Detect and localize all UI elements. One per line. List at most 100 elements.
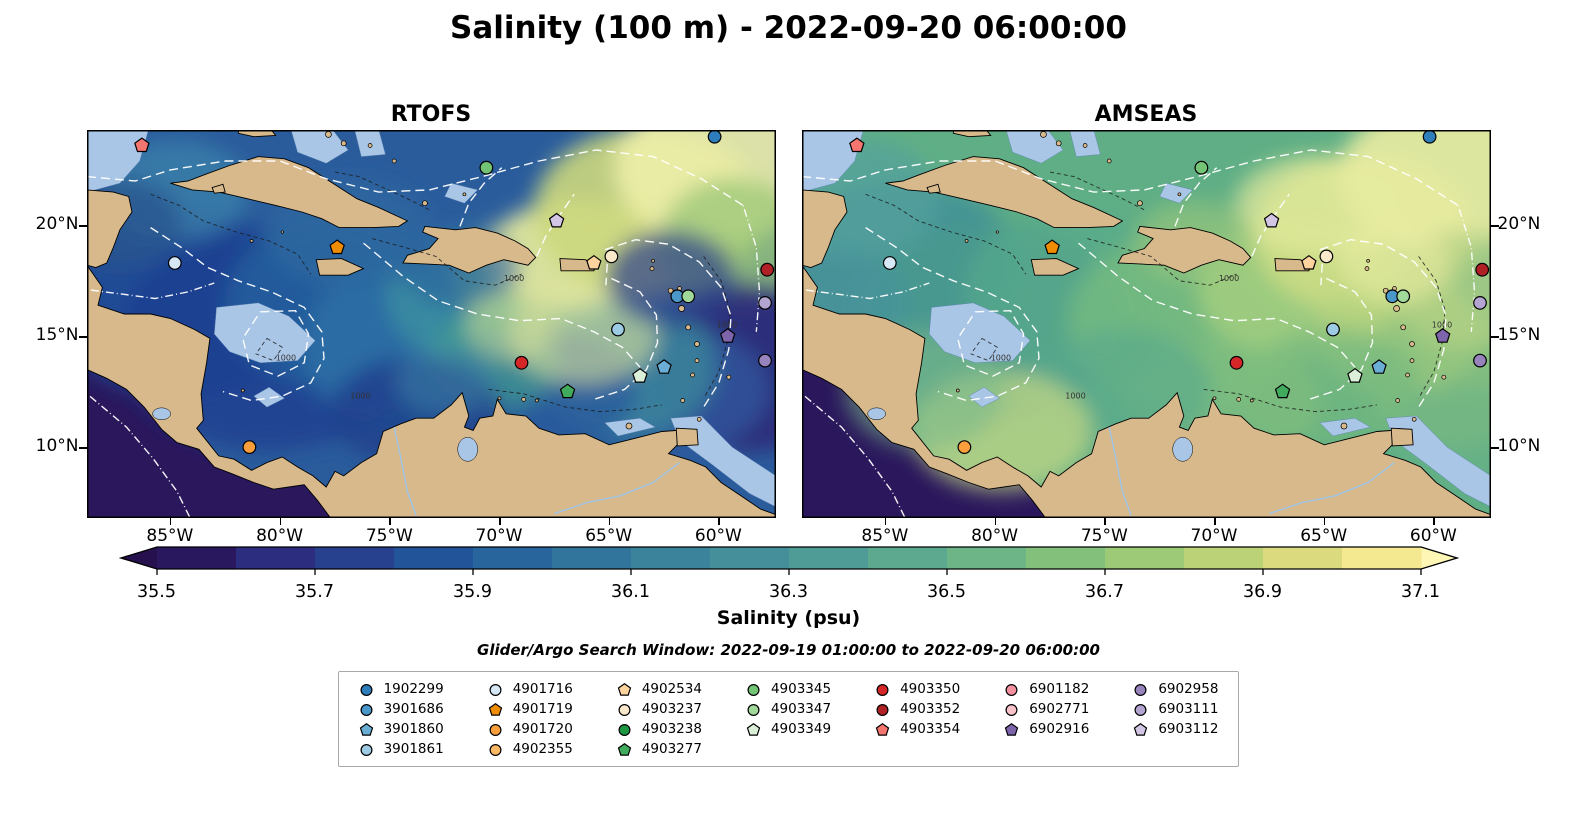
float-marker-4903237 [604,249,618,264]
legend-entry-4901720: 4901720 [488,721,573,737]
legend-entry-label: 6903111 [1158,701,1219,717]
lon-tick [718,518,720,525]
legend-column: 1902299 3901686 3901860 3901861 [359,681,444,757]
depth-contour-label: 1000 [350,391,370,400]
circle-marker-icon [360,743,373,756]
float-marker-6902958 [757,353,772,368]
colorbar-tick-label: 36.9 [1243,582,1282,602]
circle-marker-icon [618,703,631,716]
panel-title-rtofs: RTOFS [390,102,472,127]
lon-tick-label: 70°W [1190,526,1238,546]
lon-tick-label: 80°W [256,526,304,546]
circle-marker-icon [618,723,631,736]
float-marker-4902534 [1300,254,1317,270]
float-marker-4903354 [848,137,865,153]
legend-entry-label: 4903347 [770,701,832,717]
float-marker-4903347 [680,289,695,304]
legend-entry-label: 4903237 [641,701,702,717]
float-marker-4903354 [133,137,150,153]
lat-tick-label: 20°N [35,214,79,235]
lon-tick [1104,518,1106,525]
float-marker-4902534 [585,254,602,270]
depth-contour-label: 1000 [990,354,1010,363]
lon-tick-label: 75°W [365,526,413,546]
legend-column: 4903350 4903352 4903354 [875,681,960,757]
float-marker-4903345 [1194,160,1208,175]
float-marker-4903347 [1395,289,1410,304]
lat-tick [78,336,87,338]
float-marker-4901716 [167,256,182,270]
lon-tick [608,518,611,525]
legend-entry-6902916: 6902916 [1004,721,1089,737]
legend-entry-label: 3901860 [383,721,444,737]
circle-marker-icon [1005,703,1018,716]
legend-entry-label: 4903345 [770,681,832,697]
legend-entry-label: 4901720 [512,721,573,737]
colorbar-block: 35.5 35.7 35.9 36.1 36.3 36.5 36.7 36.9 37.1 Sal… [0,544,1577,629]
legend-entry-label: 6903112 [1158,721,1219,737]
legend-entry-4903347: 4903347 [746,701,831,717]
amseas-map: 1000 1000 1000 1000 85°W 80°W 75°W 70°W 65°W 60°W… [801,130,1540,546]
lat-tick [78,225,87,227]
depth-contour-label: 1000 [1218,274,1238,283]
float-marker-6903112 [548,212,564,228]
float-marker-4901720 [956,440,971,455]
lat-tick-label: 10°N [35,436,79,457]
float-marker-4901716 [882,256,897,270]
circle-marker-icon [360,683,373,696]
lon-tick-label: 60°W [1409,526,1457,546]
panel-title-amseas: AMSEAS [1094,102,1198,127]
legend-entry-label: 4902534 [641,681,702,697]
amseas-map-svg: 1000 1000 1000 1000 [801,130,1491,518]
legend-entry-label: 3901686 [383,701,444,717]
colorbar-tick-label: 36.3 [769,582,808,602]
lon-tick-label: 65°W [585,526,633,546]
lon-tick [1323,518,1326,525]
pentagon-marker-icon [875,722,890,736]
lat-tick-label: 10°N [1497,436,1541,457]
lat-tick-label: 20°N [1497,214,1541,235]
colorbar-tick-labels: 35.5 35.7 35.9 36.1 36.3 36.5 36.7 36.9 37.1 [119,582,1459,604]
legend-entry-label: 6902916 [1029,721,1090,737]
legend-entry-label: 1902299 [383,681,444,697]
legend-entry-4901719: 4901719 [488,701,573,717]
float-marker-3901860 [655,359,672,374]
legend-entry-4902355: 4902355 [488,741,573,757]
float-marker-6903112 [1263,212,1279,228]
search-window-caption: Glider/Argo Search Window: 2022-09-19 01… [477,641,1100,659]
float-marker-1902299 [1422,130,1436,144]
legend-entry-4903238: 4903238 [617,721,702,737]
float-marker-4903350 [1229,355,1243,370]
float-marker-4901720 [241,440,256,455]
pentagon-marker-icon [617,682,632,696]
lon-tick [994,518,997,525]
legend-entry-label: 4903350 [900,681,961,697]
float-marker-6902958 [1472,353,1487,368]
legend-entry-4901716: 4901716 [488,681,573,697]
legend-entry-4903352: 4903352 [875,701,960,717]
maps-row: RTOFS 1000 1000 1000 1000 85°W 80°W 75°W 70°W 65… [0,102,1577,546]
circle-marker-icon [747,683,760,696]
float-marker-4903277 [1274,383,1290,399]
colorbar-tick-label: 37.1 [1401,582,1440,602]
float-marker-6903111 [757,295,772,310]
rtofs-map-svg: 1000 1000 1000 1000 [86,130,776,518]
circle-marker-icon [1005,683,1018,696]
lat-tick [78,447,87,449]
colorbar-tick-label: 35.5 [137,582,176,602]
legend-entry-label: 6902771 [1029,701,1090,717]
panel-rtofs: RTOFS 1000 1000 1000 1000 85°W 80°W 75°W 70°W 65… [36,102,776,546]
float-marker-3901860 [1370,359,1387,374]
float-marker-6903111 [1472,295,1487,310]
legend-entry-label: 4903349 [770,721,832,737]
legend-entry-3901860: 3901860 [359,721,444,737]
lon-tick-label: 75°W [1080,526,1128,546]
lon-tick [389,518,391,525]
colorbar-tick-label: 35.7 [295,582,334,602]
colorbar-tick-label: 36.5 [927,582,966,602]
pentagon-marker-icon [359,722,373,736]
float-marker-3901861 [610,322,625,337]
pentagon-marker-icon [1134,722,1148,736]
circle-marker-icon [876,703,889,716]
pentagon-marker-icon [488,702,502,716]
